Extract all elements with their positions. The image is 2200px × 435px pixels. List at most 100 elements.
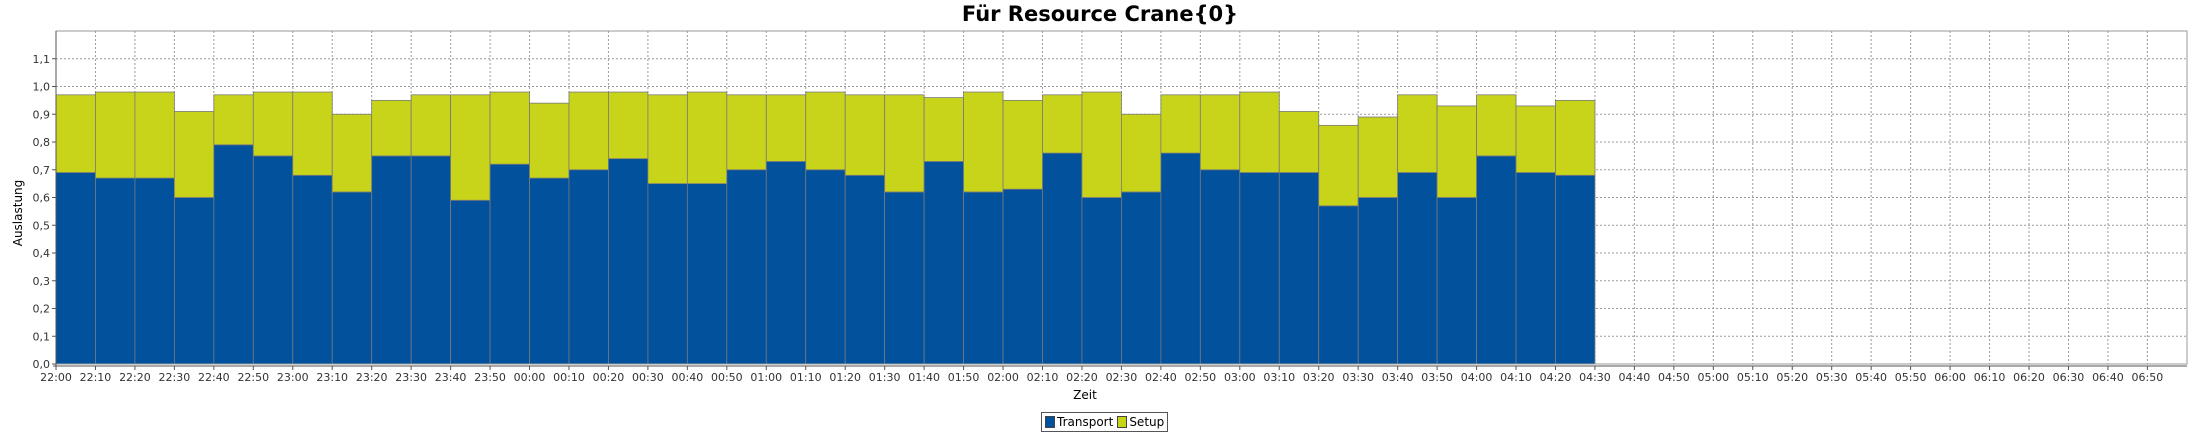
bar-transport xyxy=(134,177,175,365)
x-tick-label: 02:20 xyxy=(1066,371,1098,384)
bar-transport xyxy=(726,169,767,365)
bar-setup xyxy=(844,94,886,176)
bar-setup xyxy=(805,91,846,171)
x-tick-label: 22:30 xyxy=(159,371,191,384)
x-tick-label: 05:00 xyxy=(1697,371,1729,384)
x-tick-label: 03:20 xyxy=(1303,371,1335,384)
bar-setup xyxy=(1397,94,1438,173)
x-tick-label: 06:30 xyxy=(2053,371,2085,384)
bar-transport xyxy=(331,191,373,365)
bar-transport xyxy=(1199,169,1241,365)
x-tick-label: 22:00 xyxy=(40,371,72,384)
x-tick-label: 01:00 xyxy=(750,371,782,384)
y-tick-label: 1,1 xyxy=(33,53,51,66)
bar-setup xyxy=(1002,99,1043,190)
legend-item-transport: Transport xyxy=(1045,415,1113,429)
x-tick-label: 01:50 xyxy=(948,371,980,384)
bar-transport xyxy=(686,183,728,365)
x-tick-label: 04:20 xyxy=(1540,371,1572,384)
transport-swatch xyxy=(1045,416,1055,428)
bar-setup xyxy=(1476,94,1517,157)
bar-setup xyxy=(134,91,175,179)
bar-transport xyxy=(173,197,215,365)
y-tick-label: 0,3 xyxy=(33,275,51,288)
bar-setup xyxy=(568,91,609,171)
bar-transport xyxy=(923,161,964,365)
x-tick-label: 05:50 xyxy=(1895,371,1927,384)
bar-setup xyxy=(884,94,925,193)
bar-setup xyxy=(647,94,688,185)
bar-transport xyxy=(252,155,294,365)
bar-setup xyxy=(55,94,96,173)
x-tick-label: 06:00 xyxy=(1934,371,1966,384)
bar-setup xyxy=(963,91,1004,193)
x-tick-label: 06:20 xyxy=(2013,371,2045,384)
bar-setup xyxy=(450,94,491,201)
setup-swatch xyxy=(1117,416,1128,428)
y-tick-label: 0,8 xyxy=(33,136,51,149)
bar-transport xyxy=(1476,155,1517,365)
bar-setup xyxy=(1515,105,1556,173)
x-tick-label: 22:10 xyxy=(80,371,112,384)
x-tick-label: 04:40 xyxy=(1619,371,1651,384)
x-tick-label: 05:10 xyxy=(1737,371,1769,384)
x-tick-labels: 22:00 22:10 22:20 22:30 22:40 22:50 23:00 23:10… xyxy=(40,366,2163,384)
y-tick-label: 0,4 xyxy=(33,247,51,260)
bar-setup xyxy=(213,94,254,146)
bar-transport xyxy=(1515,172,1556,365)
bar-setup xyxy=(1121,113,1162,193)
bar-transport xyxy=(1397,172,1438,365)
bar-transport xyxy=(1239,172,1280,365)
x-axis-label: Zeit xyxy=(1073,388,1097,402)
bar-transport xyxy=(963,191,1004,365)
legend-item-setup: Setup xyxy=(1117,415,1164,429)
x-tick-label: 04:00 xyxy=(1461,371,1493,384)
x-tick-label: 00:50 xyxy=(711,371,743,384)
x-tick-label: 02:50 xyxy=(1184,371,1216,384)
y-tick-labels: 0,0 0,1 0,2 0,3 0,4 0,5 0,6 0,7 0,8 0,9 1,0 1,1 xyxy=(33,53,56,371)
x-tick-label: 02:00 xyxy=(987,371,1019,384)
bar-setup xyxy=(1199,94,1241,171)
x-tick-label: 22:20 xyxy=(119,371,151,384)
x-tick-label: 22:50 xyxy=(237,371,269,384)
x-tick-label: 05:30 xyxy=(1816,371,1848,384)
bar-transport xyxy=(1002,188,1043,365)
bar-setup xyxy=(95,91,136,179)
bar-transport xyxy=(489,163,530,365)
x-tick-label: 01:20 xyxy=(829,371,861,384)
x-tick-label: 23:20 xyxy=(356,371,388,384)
bar-setup xyxy=(923,97,964,162)
x-tick-label: 05:20 xyxy=(1776,371,1808,384)
x-tick-label: 03:10 xyxy=(1263,371,1295,384)
bar-transport xyxy=(1042,152,1083,365)
x-tick-label: 06:40 xyxy=(2092,371,2124,384)
bar-setup xyxy=(331,113,373,193)
bar-transport xyxy=(371,155,412,365)
bar-setup xyxy=(1318,124,1359,207)
bar-transport xyxy=(55,172,96,365)
legend-label-transport: Transport xyxy=(1057,415,1114,429)
bar-transport xyxy=(1081,197,1122,365)
bar-setup xyxy=(1239,91,1280,173)
x-tick-label: 01:40 xyxy=(908,371,940,384)
bar-setup xyxy=(252,91,294,157)
bar-transport xyxy=(95,177,136,365)
x-tick-label: 23:10 xyxy=(316,371,348,384)
x-tick-label: 04:30 xyxy=(1579,371,1611,384)
y-tick-label: 0,1 xyxy=(33,330,51,343)
y-tick-label: 0,6 xyxy=(33,192,51,205)
bar-transport xyxy=(1357,197,1399,365)
y-axis-label: Auslastung xyxy=(11,180,25,247)
x-tick-label: 00:40 xyxy=(672,371,704,384)
bar-setup xyxy=(765,94,807,162)
x-tick-label: 01:10 xyxy=(790,371,822,384)
bar-setup xyxy=(371,99,412,157)
bar-setup xyxy=(1436,105,1477,198)
bar-transport xyxy=(1160,152,1201,365)
x-tick-label: 03:30 xyxy=(1342,371,1374,384)
bar-transport xyxy=(844,174,886,365)
bar-transport xyxy=(608,158,649,365)
bar-transport xyxy=(1278,172,1320,365)
x-tick-label: 02:10 xyxy=(1027,371,1059,384)
y-tick-label: 0,7 xyxy=(33,164,51,177)
